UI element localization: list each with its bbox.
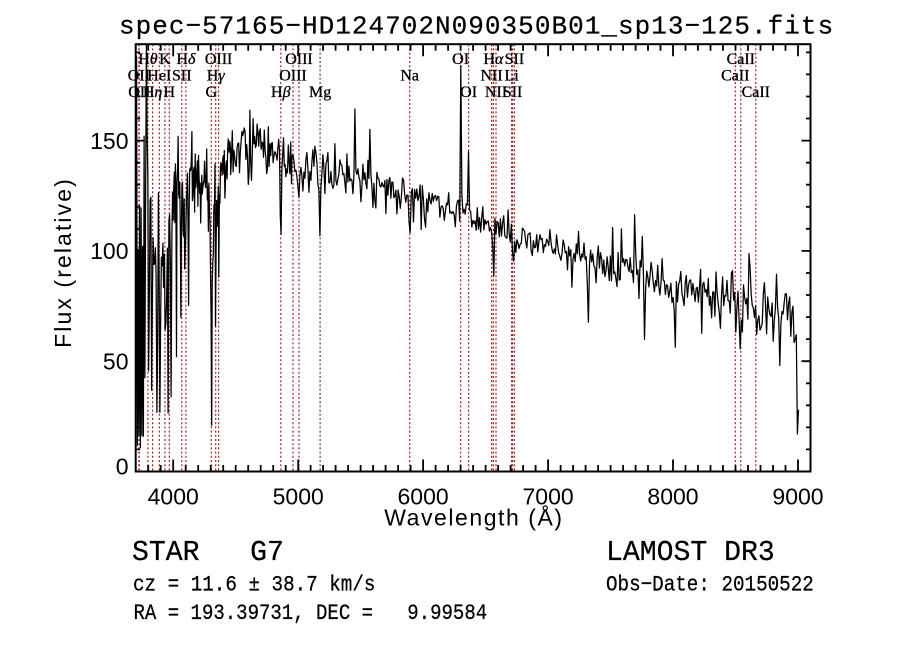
svg-text:7000: 7000 [523, 484, 574, 510]
svg-text:RA = 193.39731, DEC = 9.9958: RA = 193.39731, DEC = 9.99584 [134, 602, 488, 627]
svg-text:OII: OII [128, 68, 150, 85]
svg-text:Hθ: Hθ [138, 51, 158, 68]
svg-text:NII: NII [485, 84, 507, 101]
svg-text:Mg: Mg [309, 84, 331, 101]
svg-text:K: K [159, 51, 171, 68]
svg-text:Wavelength (Å): Wavelength (Å) [384, 504, 563, 531]
svg-text:Obs−Date: 20150522: Obs−Date: 20150522 [606, 573, 814, 597]
svg-text:8000: 8000 [647, 484, 698, 510]
svg-text:NII: NII [480, 68, 502, 85]
svg-text:Hη: Hη [143, 84, 163, 101]
svg-text:SII: SII [503, 84, 523, 101]
svg-text:cz = 11.6 ± 38.7 km/s: cz = 11.6 ± 38.7 km/s [133, 573, 375, 597]
svg-text:Hα: Hα [483, 51, 504, 68]
svg-text:0: 0 [116, 453, 129, 479]
svg-text:H: H [164, 84, 176, 101]
svg-text:9000: 9000 [772, 484, 823, 510]
svg-text:4000: 4000 [148, 484, 199, 510]
svg-text:STAR G7: STAR G7 [132, 536, 284, 569]
svg-text:OIII: OIII [285, 51, 313, 68]
svg-text:CaII: CaII [721, 68, 749, 85]
svg-text:spec−57165−HD124702N090350B01_: spec−57165−HD124702N090350B01_sp13−125.f… [119, 11, 834, 41]
svg-text:100: 100 [90, 238, 128, 264]
svg-text:HeI: HeI [147, 68, 171, 85]
svg-text:50: 50 [103, 349, 129, 375]
svg-text:Li: Li [504, 68, 519, 85]
svg-text:CaII: CaII [742, 84, 770, 101]
svg-text:Hγ: Hγ [207, 68, 226, 85]
svg-text:OIII: OIII [205, 51, 233, 68]
svg-text:OI: OI [452, 51, 469, 68]
svg-text:150: 150 [90, 128, 128, 154]
svg-text:Flux (relative): Flux (relative) [50, 177, 76, 348]
svg-text:Na: Na [400, 68, 419, 85]
svg-text:SII: SII [505, 51, 525, 68]
svg-text:Hδ: Hδ [176, 51, 196, 68]
svg-text:OI: OI [460, 84, 477, 101]
svg-text:Hβ: Hβ [271, 84, 291, 101]
svg-text:CaII: CaII [727, 51, 755, 68]
svg-text:G: G [206, 84, 218, 101]
svg-text:6000: 6000 [398, 484, 449, 510]
svg-text:5000: 5000 [273, 484, 324, 510]
svg-text:LAMOST DR3: LAMOST DR3 [606, 536, 775, 569]
svg-text:OIII: OIII [279, 68, 307, 85]
svg-text:OII: OII [128, 84, 150, 101]
svg-text:SII: SII [172, 68, 192, 85]
